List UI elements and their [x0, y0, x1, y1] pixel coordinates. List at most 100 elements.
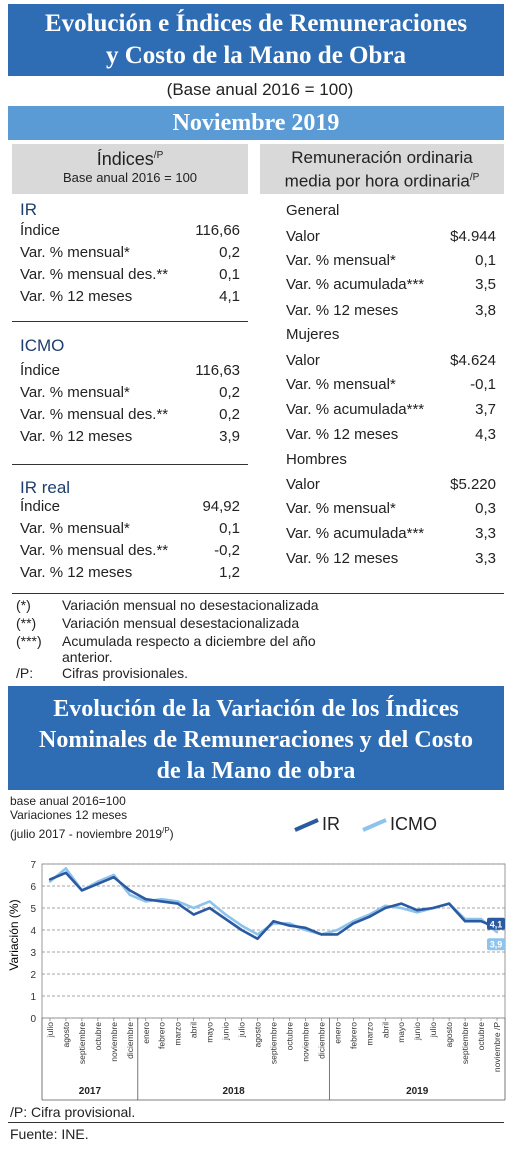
row-value: 0,3 — [475, 500, 496, 517]
chart-title-line1: Evolución de la Variación de los Índices — [53, 696, 459, 722]
row-value: 3,5 — [475, 276, 496, 293]
data-point-icmo — [192, 906, 195, 910]
chart-period-sup: /P — [162, 826, 170, 835]
general-row: Var. % 12 meses 3,8 — [286, 300, 496, 322]
x-tick-label: noviembre — [300, 1022, 310, 1062]
data-point-ir — [128, 889, 132, 892]
divider — [12, 464, 248, 465]
x-tick-label: diciembre — [316, 1022, 326, 1059]
row-label: Var. % acumulada*** — [286, 276, 425, 293]
row-value: 0,2 — [219, 384, 240, 401]
x-tick-label: mayo — [396, 1022, 406, 1043]
data-point-ir — [160, 900, 163, 903]
x-tick-label: marzo — [364, 1022, 374, 1046]
x-tick-label: enero — [332, 1022, 342, 1044]
data-point-ir — [320, 933, 323, 936]
source: Fuente: INE. — [10, 1126, 89, 1142]
divider — [12, 321, 248, 322]
remuneracion-header: Remuneración ordinaria media por hora or… — [260, 144, 504, 194]
data-point-icmo — [384, 904, 387, 907]
data-point-icmo — [176, 900, 179, 903]
legend-ir-swatch — [294, 818, 319, 832]
section-label: General — [286, 202, 340, 219]
legend-icmo-swatch — [362, 818, 387, 832]
x-tick-label: octubre — [93, 1022, 103, 1051]
row-value: 0,2 — [219, 406, 240, 423]
x-tick-label: septiembre — [269, 1022, 279, 1064]
row-label: Var. % 12 meses — [20, 288, 133, 305]
icmo-section-title: ICMO — [20, 336, 65, 355]
note-key: (*) — [16, 597, 31, 613]
note-key: (**) — [16, 615, 37, 631]
note-row: (**) Variación mensual desestacionalizada — [16, 614, 496, 632]
row-value: 0,1 — [219, 520, 240, 537]
row-value: 0,2 — [219, 244, 240, 261]
data-point-ir — [256, 937, 259, 940]
series-line-ir — [49, 871, 498, 941]
y-tick-label: 6 — [30, 882, 36, 893]
indices-header-title: Índices — [96, 149, 154, 169]
y-tick-label: 1 — [30, 992, 36, 1003]
indices-header: Índices/P Base anual 2016 = 100 — [12, 144, 248, 194]
x-tick-label: agosto — [444, 1022, 454, 1048]
footer-divider — [8, 1122, 504, 1123]
data-point-icmo — [495, 931, 499, 934]
hombres-row: Var. % acumulada*** 3,3 — [286, 523, 496, 545]
note-text: anterior. — [62, 649, 113, 665]
row-label: Var. % mensual* — [20, 244, 130, 261]
data-point-icmo — [64, 867, 68, 870]
chart-title-line3: de la Mano de obra — [156, 758, 356, 784]
year-label: 2019 — [406, 1086, 429, 1097]
y-tick-label: 4 — [30, 926, 36, 937]
year-label: 2018 — [222, 1086, 245, 1097]
base-subtitle: (Base anual 2016 = 100) — [166, 80, 354, 99]
data-point-icmo — [479, 917, 483, 921]
general-title: General — [286, 200, 496, 222]
x-tick-label: mayo — [205, 1022, 215, 1043]
legend-icmo-label: ICMO — [390, 814, 437, 834]
row-value: 3,3 — [475, 550, 496, 567]
data-point-ir — [336, 933, 339, 936]
data-point-icmo — [288, 922, 291, 925]
data-point-ir — [224, 917, 227, 921]
data-point-ir — [288, 924, 291, 927]
data-point-icmo — [224, 913, 227, 916]
data-point-ir — [304, 926, 307, 929]
data-point-ir — [368, 915, 371, 918]
row-label: Var. % mensual des.** — [20, 266, 169, 283]
y-tick-label: 5 — [30, 904, 36, 915]
row-label: Var. % 12 meses — [286, 426, 399, 443]
year-label: 2017 — [79, 1086, 102, 1097]
row-value: 0,1 — [475, 252, 496, 269]
data-point-ir — [415, 909, 419, 912]
icmo-row: Var. % mensual des.** 0,2 — [20, 404, 240, 426]
x-ticks: julio agosto septiembre octubre noviembre dic… — [41, 1018, 506, 1101]
chart-base-label: base anual 2016=100 — [10, 794, 126, 808]
row-label: Índice — [20, 498, 61, 515]
note-text: Variación mensual no desestacionalizada — [62, 597, 319, 613]
remuneracion-header-line1: Remuneración ordinaria — [291, 148, 473, 167]
row-label: Var. % mensual* — [20, 384, 130, 401]
hombres-row: Var. % mensual* 0,3 — [286, 498, 496, 520]
row-label: Var. % mensual* — [286, 500, 396, 517]
row-label: Índice — [20, 222, 61, 239]
x-tick-label: junio — [221, 1022, 231, 1041]
ir-row: Var. % 12 meses 4,1 — [20, 286, 240, 308]
row-value: $5.220 — [450, 476, 496, 493]
row-value: $4.944 — [450, 228, 496, 245]
x-tick-label: diciembre — [125, 1022, 135, 1059]
note-row: (***) Acumulada respecto a diciembre del … — [16, 632, 496, 650]
main-title-line1: Evolución e Índices de Remuneraciones — [44, 10, 468, 37]
data-point-ir — [144, 898, 147, 901]
data-point-ir — [64, 871, 68, 874]
chart-title-line2: Nominales de Remuneraciones y del Costo — [39, 727, 473, 753]
hombres-title: Hombres — [286, 449, 496, 471]
main-title-line2: y Costo de la Mano de Obra — [106, 42, 406, 69]
data-point-ir — [48, 878, 52, 881]
mujeres-row: Var. % mensual* -0,1 — [286, 374, 496, 396]
row-value: 3,8 — [475, 302, 496, 319]
mujeres-row: Var. % 12 meses 4,3 — [286, 424, 496, 446]
row-label: Valor — [286, 228, 320, 245]
line-chart: 0 1 2 3 4 5 6 7 julio agosto septiembre octubre nov… — [7, 860, 506, 1101]
row-value: 4,1 — [219, 288, 240, 305]
